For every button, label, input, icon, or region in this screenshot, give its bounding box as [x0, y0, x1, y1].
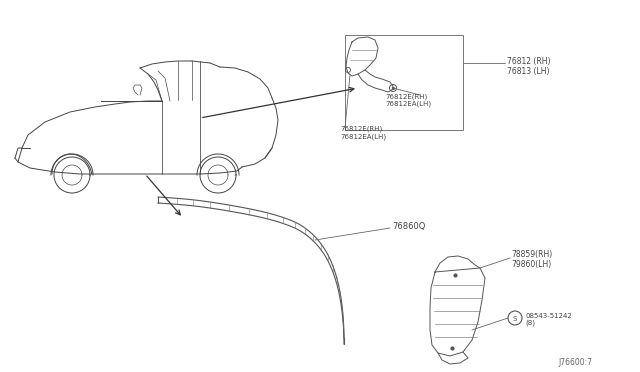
- Bar: [345, 35, 463, 130]
- Text: 76812E(RH)
76812EA(LH): 76812E(RH) 76812EA(LH): [340, 126, 386, 140]
- Text: 08543-51242
(8): 08543-51242 (8): [525, 313, 572, 327]
- Text: 76812E(RH)
76812EA(LH): 76812E(RH) 76812EA(LH): [385, 93, 431, 107]
- Text: 76860Q: 76860Q: [392, 222, 426, 231]
- Text: 78859(RH)
79860(LH): 78859(RH) 79860(LH): [511, 250, 552, 269]
- Text: S: S: [513, 316, 517, 322]
- Text: 76812 (RH)
76813 (LH): 76812 (RH) 76813 (LH): [507, 57, 550, 76]
- Text: J76600:7: J76600:7: [558, 358, 592, 367]
